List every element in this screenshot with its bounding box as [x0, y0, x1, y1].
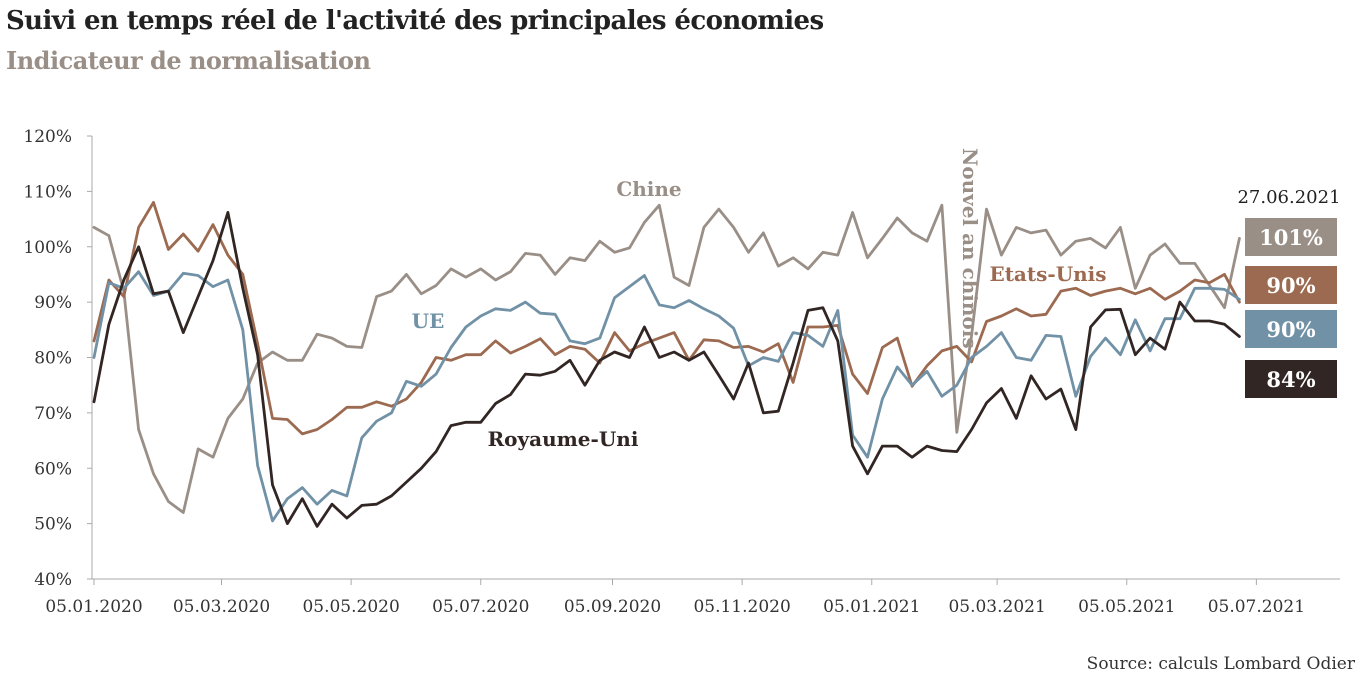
y-tick-label: 70%: [34, 404, 72, 424]
x-tick-label: 05.05.2020: [302, 597, 399, 617]
x-tick-label: 05.03.2020: [173, 597, 270, 617]
y-tick-label: 100%: [23, 238, 72, 258]
series-label-ue: UE: [412, 309, 445, 333]
y-tick-label: 80%: [34, 349, 72, 369]
y-tick-label: 120%: [23, 127, 72, 147]
x-tick-label: 05.11.2020: [693, 597, 790, 617]
chart-title: Suivi en temps réel de l'activité des pr…: [6, 6, 824, 36]
source-note: Source: calculs Lombard Odier: [1086, 654, 1355, 674]
y-tick-label: 50%: [34, 515, 72, 535]
y-tick-label: 40%: [34, 570, 72, 590]
y-tick-label: 110%: [23, 182, 72, 202]
series-line-ue: [92, 270, 1241, 523]
latest-date-label: 27.06.2021: [1237, 187, 1340, 208]
y-tick-label: 90%: [34, 293, 72, 313]
chart-subtitle: Indicateur de normalisation: [6, 46, 371, 75]
x-tick-label: 05.07.2020: [432, 597, 529, 617]
value-badge-chine: [1245, 218, 1337, 256]
value-badge-royaume-uni: [1245, 360, 1337, 398]
x-tick-label: 05.03.2021: [948, 597, 1045, 617]
y-tick-label: 60%: [34, 459, 72, 479]
value-badge-text-ue: 90%: [1266, 317, 1315, 342]
x-tick-label: 05.01.2020: [45, 597, 142, 617]
value-badge-etats-unis: [1245, 266, 1337, 304]
x-tick-label: 05.07.2021: [1208, 597, 1305, 617]
x-tick-label: 05.05.2021: [1078, 597, 1175, 617]
annotation-chinese-new-year: Nouvel an chinois: [958, 148, 982, 349]
value-badge-ue: [1245, 310, 1337, 348]
series-line-chine: [92, 203, 1241, 514]
x-tick-label: 05.01.2021: [823, 597, 920, 617]
series-label-royaume-uni: Royaume-Uni: [488, 427, 639, 451]
value-badge-text-royaume-uni: 84%: [1266, 367, 1315, 392]
series-label-chine: Chine: [616, 177, 681, 201]
x-tick-label: 05.09.2020: [564, 597, 661, 617]
value-badge-text-etats-unis: 90%: [1266, 273, 1315, 298]
series-line-royaume-uni: [92, 210, 1241, 528]
series-line-etats-unis: [92, 200, 1241, 436]
value-badge-text-chine: 101%: [1259, 225, 1323, 250]
series-label-etats-unis: Etats-Unis: [989, 262, 1106, 286]
